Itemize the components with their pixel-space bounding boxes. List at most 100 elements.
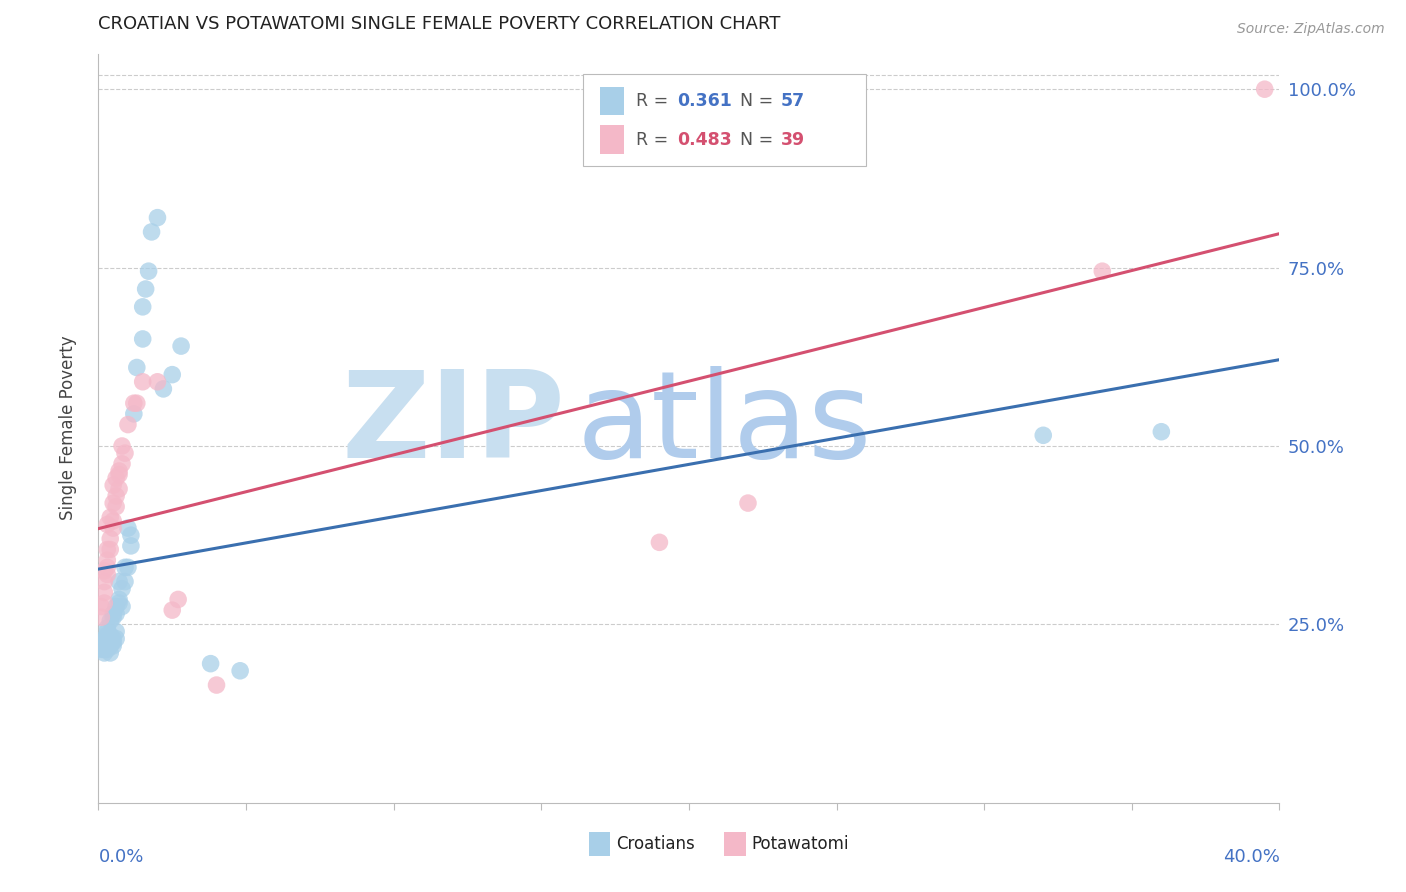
Point (98, 635, 121, 649)
Point (120, 528, 142, 542)
Point (93, 642, 115, 657)
Point (1254, 82, 1277, 96)
Point (93, 639, 115, 653)
Point (1032, 428, 1054, 442)
FancyBboxPatch shape (724, 832, 745, 856)
Point (205, 678, 228, 692)
Point (98, 542, 121, 557)
Point (122, 407, 145, 421)
Point (93, 646, 115, 660)
Text: atlas: atlas (576, 366, 872, 483)
Point (1091, 264, 1114, 278)
Point (93, 632, 115, 646)
Point (132, 300, 155, 314)
Text: N =: N = (740, 130, 779, 148)
Point (93, 585, 115, 599)
Point (108, 464, 131, 478)
Point (648, 535, 671, 549)
Point (103, 607, 125, 621)
Point (111, 599, 134, 614)
Point (108, 592, 131, 607)
Point (96, 635, 118, 649)
Text: Potawatomi: Potawatomi (752, 835, 849, 853)
Point (96, 553, 118, 567)
Point (96, 542, 118, 557)
Point (114, 574, 136, 589)
Text: 40.0%: 40.0% (1223, 847, 1279, 866)
Point (146, 211, 169, 225)
Point (117, 417, 139, 432)
FancyBboxPatch shape (600, 87, 624, 115)
Text: R =: R = (636, 130, 673, 148)
Text: 57: 57 (782, 92, 806, 110)
Text: R =: R = (636, 92, 673, 110)
Point (98, 614, 121, 628)
Text: 0.0%: 0.0% (98, 847, 143, 866)
Point (108, 467, 131, 482)
Point (135, 282, 157, 296)
Point (103, 521, 125, 535)
Point (105, 624, 128, 639)
Point (111, 457, 134, 471)
Point (90, 599, 112, 614)
Point (105, 500, 128, 514)
Point (96, 639, 118, 653)
Text: 0.361: 0.361 (678, 92, 733, 110)
Point (105, 471, 128, 485)
Point (141, 225, 163, 239)
Text: N =: N = (740, 92, 779, 110)
Point (93, 635, 115, 649)
Point (93, 564, 115, 578)
Point (96, 628, 118, 642)
Point (146, 375, 169, 389)
Point (90, 635, 112, 649)
FancyBboxPatch shape (582, 75, 866, 166)
Point (103, 610, 125, 624)
Point (138, 264, 160, 278)
Point (229, 664, 252, 678)
Point (103, 478, 125, 492)
Point (93, 596, 115, 610)
Text: CROATIAN VS POTAWATOMI SINGLE FEMALE POVERTY CORRELATION CHART: CROATIAN VS POTAWATOMI SINGLE FEMALE POV… (98, 14, 780, 32)
Point (122, 396, 145, 410)
Point (1150, 425, 1173, 439)
FancyBboxPatch shape (589, 832, 610, 856)
Text: ZIP: ZIP (342, 366, 565, 483)
Text: 0.483: 0.483 (678, 130, 733, 148)
Point (96, 642, 118, 657)
Point (108, 482, 131, 496)
Point (98, 532, 121, 546)
Point (98, 632, 121, 646)
Point (170, 339, 193, 353)
Point (98, 510, 121, 524)
Point (103, 635, 125, 649)
Point (737, 496, 759, 510)
Point (105, 599, 128, 614)
Point (108, 596, 131, 610)
Point (96, 567, 118, 582)
Point (114, 446, 136, 460)
Point (105, 489, 128, 503)
Point (105, 607, 128, 621)
Point (103, 639, 125, 653)
Point (111, 582, 134, 596)
Point (93, 642, 115, 657)
Point (105, 632, 128, 646)
Point (103, 632, 125, 646)
Point (103, 514, 125, 528)
Point (108, 574, 131, 589)
Point (117, 521, 139, 535)
Text: Croatians: Croatians (616, 835, 695, 853)
Point (96, 560, 118, 574)
Point (162, 603, 183, 617)
Point (98, 646, 121, 660)
Point (125, 396, 148, 410)
Point (93, 574, 115, 589)
Point (117, 560, 139, 574)
Point (152, 382, 174, 396)
Point (167, 592, 190, 607)
Point (90, 639, 112, 653)
Y-axis label: Single Female Poverty: Single Female Poverty (59, 336, 77, 520)
Point (132, 375, 155, 389)
Text: Source: ZipAtlas.com: Source: ZipAtlas.com (1237, 22, 1385, 37)
